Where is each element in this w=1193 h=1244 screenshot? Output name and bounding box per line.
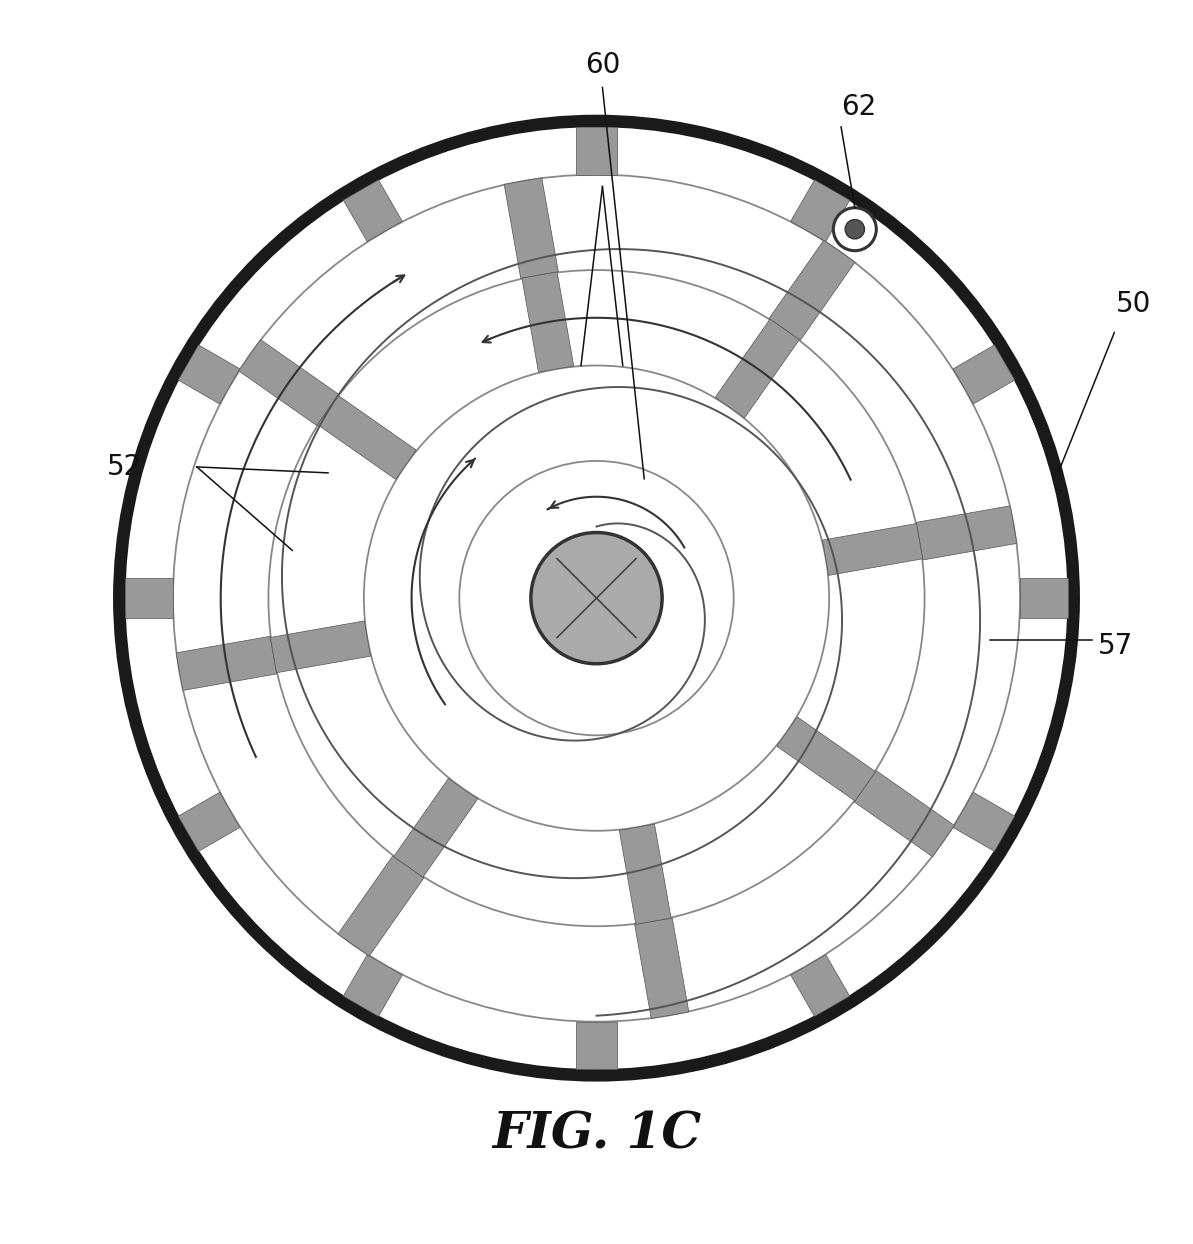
Polygon shape	[777, 717, 876, 801]
Polygon shape	[716, 320, 799, 418]
Polygon shape	[178, 345, 240, 404]
Text: FIG. 1C: FIG. 1C	[492, 1111, 701, 1159]
Polygon shape	[344, 180, 402, 241]
Polygon shape	[791, 955, 849, 1016]
Polygon shape	[271, 621, 371, 673]
Polygon shape	[1020, 578, 1068, 618]
Polygon shape	[178, 792, 240, 851]
Polygon shape	[177, 637, 277, 690]
Polygon shape	[854, 771, 954, 857]
Polygon shape	[953, 345, 1015, 404]
Polygon shape	[394, 779, 477, 877]
Text: 57: 57	[1098, 632, 1133, 659]
Polygon shape	[344, 955, 402, 1016]
Text: 52: 52	[107, 453, 143, 481]
Circle shape	[834, 208, 877, 251]
Polygon shape	[953, 792, 1015, 851]
Polygon shape	[576, 127, 617, 174]
Polygon shape	[916, 506, 1016, 560]
Polygon shape	[769, 240, 855, 341]
Polygon shape	[791, 180, 849, 241]
Polygon shape	[521, 272, 574, 372]
Polygon shape	[505, 178, 558, 279]
Polygon shape	[635, 918, 688, 1019]
Text: 60: 60	[585, 51, 620, 80]
Polygon shape	[125, 578, 173, 618]
Polygon shape	[576, 1021, 617, 1070]
Polygon shape	[317, 396, 416, 479]
Circle shape	[845, 219, 865, 239]
Text: 50: 50	[1115, 290, 1151, 317]
Polygon shape	[619, 824, 672, 924]
Polygon shape	[822, 524, 922, 576]
Text: 51: 51	[579, 153, 614, 180]
Circle shape	[531, 532, 662, 664]
Polygon shape	[338, 856, 424, 955]
Polygon shape	[239, 340, 339, 425]
Text: 62: 62	[841, 93, 877, 121]
